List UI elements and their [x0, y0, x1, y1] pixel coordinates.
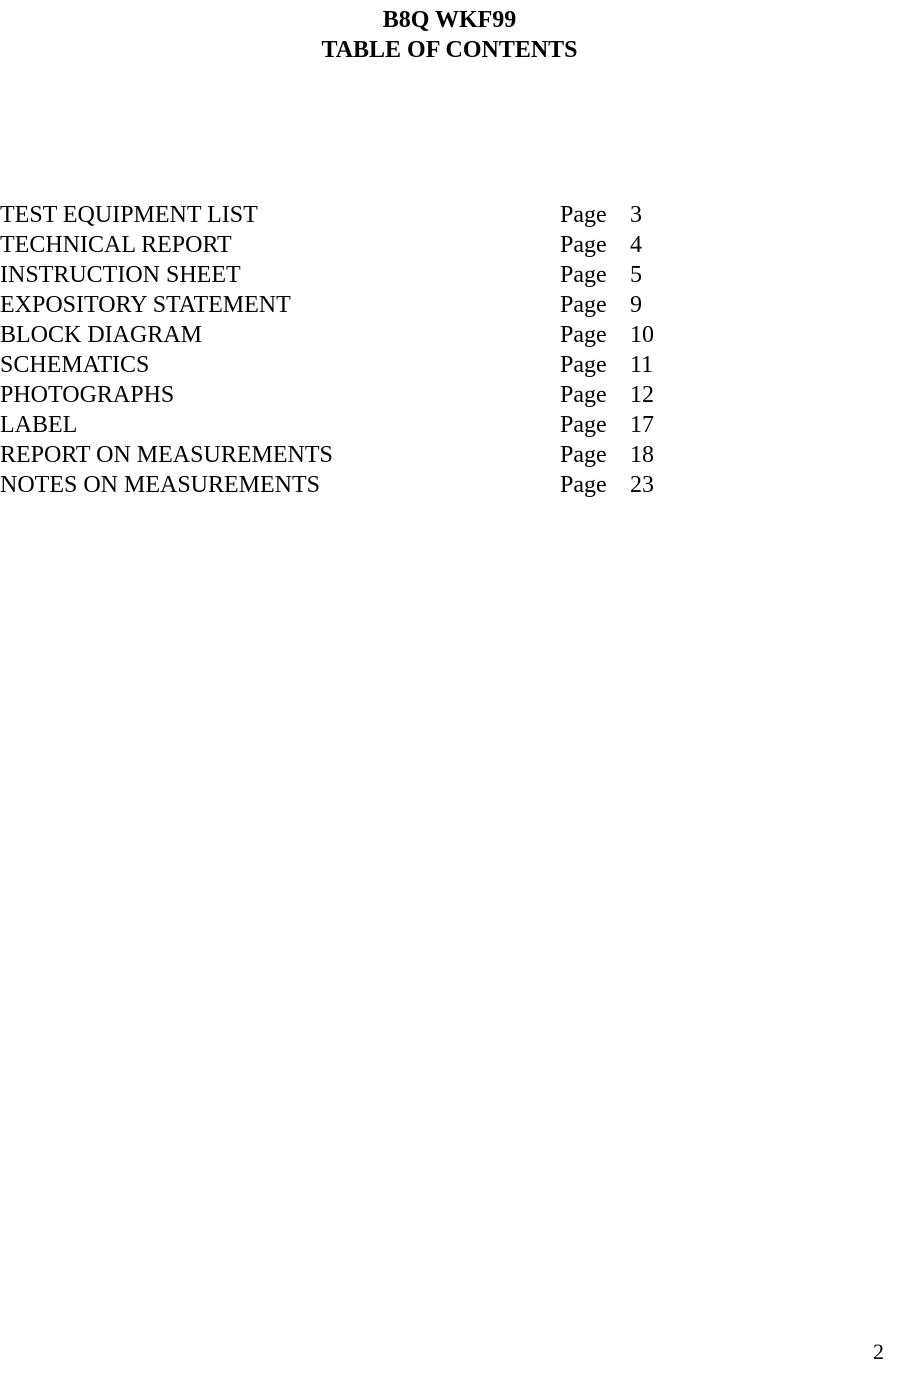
document-header: B8Q WKF99 TABLE OF CONTENTS	[0, 0, 899, 65]
toc-page-label: Page	[560, 290, 630, 320]
table-of-contents: TEST EQUIPMENT LIST Page 3 TECHNICAL REP…	[0, 200, 899, 500]
header-toc-title: TABLE OF CONTENTS	[0, 35, 899, 65]
toc-entry-title: LABEL	[0, 410, 560, 440]
toc-entry-title: INSTRUCTION SHEET	[0, 260, 560, 290]
toc-row: LABEL Page 17	[0, 410, 899, 440]
toc-page-label: Page	[560, 440, 630, 470]
footer-page-number: 2	[873, 1339, 884, 1365]
toc-entry-title: TECHNICAL REPORT	[0, 230, 560, 260]
toc-page-label: Page	[560, 470, 630, 500]
toc-row: INSTRUCTION SHEET Page 5	[0, 260, 899, 290]
toc-row: TECHNICAL REPORT Page 4	[0, 230, 899, 260]
toc-row: BLOCK DIAGRAM Page 10	[0, 320, 899, 350]
toc-entry-title: PHOTOGRAPHS	[0, 380, 560, 410]
toc-page-label: Page	[560, 320, 630, 350]
toc-entry-title: TEST EQUIPMENT LIST	[0, 200, 560, 230]
toc-row: PHOTOGRAPHS Page 12	[0, 380, 899, 410]
toc-page-number: 4	[630, 230, 680, 260]
toc-page-number: 17	[630, 410, 680, 440]
toc-page-number: 3	[630, 200, 680, 230]
toc-row: REPORT ON MEASUREMENTS Page 18	[0, 440, 899, 470]
toc-page-number: 10	[630, 320, 680, 350]
toc-page-number: 9	[630, 290, 680, 320]
toc-page-label: Page	[560, 260, 630, 290]
toc-row: EXPOSITORY STATEMENT Page 9	[0, 290, 899, 320]
toc-page-number: 12	[630, 380, 680, 410]
toc-entry-title: EXPOSITORY STATEMENT	[0, 290, 560, 320]
header-model-id: B8Q WKF99	[0, 5, 899, 35]
toc-page-number: 5	[630, 260, 680, 290]
toc-row: TEST EQUIPMENT LIST Page 3	[0, 200, 899, 230]
toc-page-label: Page	[560, 410, 630, 440]
toc-page-number: 11	[630, 350, 680, 380]
toc-page-number: 18	[630, 440, 680, 470]
toc-row: SCHEMATICS Page 11	[0, 350, 899, 380]
toc-entry-title: REPORT ON MEASUREMENTS	[0, 440, 560, 470]
toc-page-label: Page	[560, 200, 630, 230]
toc-page-number: 23	[630, 470, 680, 500]
toc-page-label: Page	[560, 380, 630, 410]
toc-entry-title: SCHEMATICS	[0, 350, 560, 380]
toc-row: NOTES ON MEASUREMENTS Page 23	[0, 470, 899, 500]
toc-entry-title: BLOCK DIAGRAM	[0, 320, 560, 350]
toc-entry-title: NOTES ON MEASUREMENTS	[0, 470, 560, 500]
toc-page-label: Page	[560, 230, 630, 260]
toc-page-label: Page	[560, 350, 630, 380]
